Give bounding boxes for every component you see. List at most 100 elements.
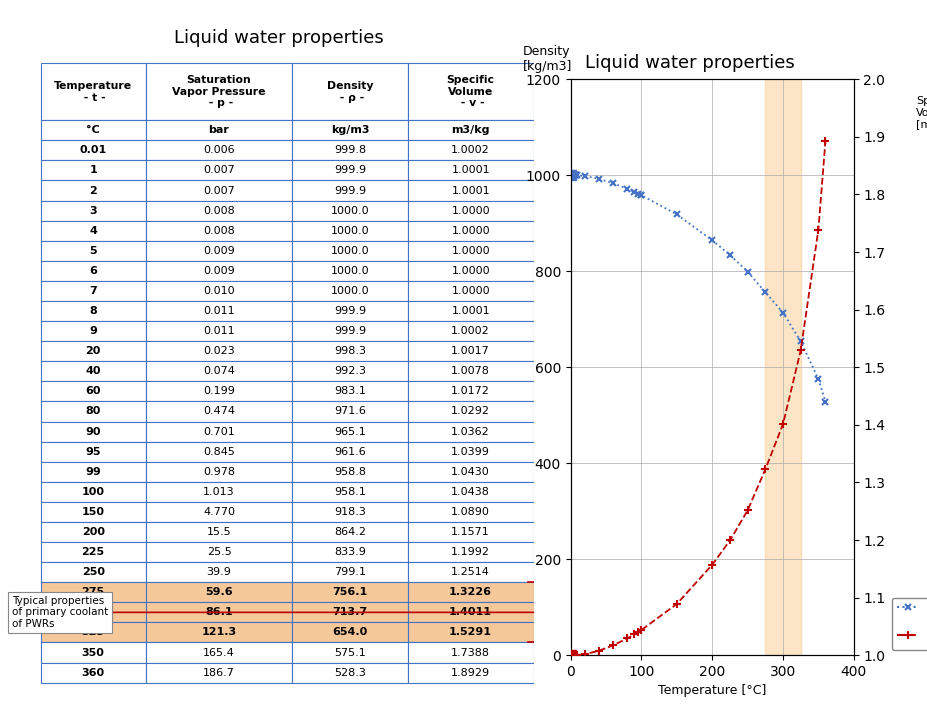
- Bar: [407, 662, 533, 683]
- Bar: [146, 63, 292, 120]
- Bar: [292, 482, 407, 502]
- Text: 0.011: 0.011: [203, 326, 235, 336]
- Bar: [41, 421, 146, 441]
- Text: 528.3: 528.3: [334, 667, 365, 678]
- Bar: [146, 140, 292, 161]
- Text: 958.1: 958.1: [334, 487, 365, 497]
- Text: 1.0000: 1.0000: [451, 266, 489, 276]
- Text: 1: 1: [89, 166, 97, 176]
- Text: 0.007: 0.007: [203, 186, 235, 196]
- Text: 0.023: 0.023: [203, 346, 235, 356]
- Bar: [292, 201, 407, 220]
- Text: 1.1571: 1.1571: [451, 527, 489, 537]
- Bar: [407, 522, 533, 542]
- Text: 6: 6: [89, 266, 97, 276]
- Text: 0.074: 0.074: [203, 366, 235, 377]
- Bar: [407, 421, 533, 441]
- Text: 1.7388: 1.7388: [451, 647, 489, 657]
- Text: 0.010: 0.010: [203, 286, 235, 296]
- Bar: [292, 441, 407, 462]
- Text: 999.9: 999.9: [334, 326, 366, 336]
- Bar: [292, 642, 407, 662]
- Text: 999.9: 999.9: [334, 306, 366, 316]
- Text: 999.8: 999.8: [334, 145, 366, 156]
- Text: 86.1: 86.1: [205, 608, 233, 617]
- Text: 575.1: 575.1: [334, 647, 365, 657]
- Text: 1.0017: 1.0017: [451, 346, 489, 356]
- Bar: [146, 181, 292, 201]
- Bar: [292, 321, 407, 341]
- Bar: [41, 361, 146, 382]
- Text: 3: 3: [89, 206, 97, 215]
- Bar: [292, 181, 407, 201]
- Text: 0.008: 0.008: [203, 225, 235, 235]
- Bar: [407, 361, 533, 382]
- Bar: [407, 462, 533, 482]
- Bar: [292, 341, 407, 361]
- Bar: [146, 642, 292, 662]
- Bar: [292, 421, 407, 441]
- Text: 1.0430: 1.0430: [451, 467, 489, 477]
- Bar: [407, 482, 533, 502]
- Bar: [146, 402, 292, 421]
- Bar: [41, 441, 146, 462]
- Text: 350: 350: [82, 647, 105, 657]
- Bar: [146, 603, 292, 622]
- Text: 992.3: 992.3: [334, 366, 365, 377]
- Text: Typical properties
of primary coolant
of PWRs: Typical properties of primary coolant of…: [12, 595, 108, 629]
- Text: 1000.0: 1000.0: [330, 266, 369, 276]
- Text: 1.0890: 1.0890: [451, 507, 489, 517]
- Text: 225: 225: [82, 547, 105, 557]
- Bar: [407, 341, 533, 361]
- Text: 8: 8: [89, 306, 97, 316]
- Text: 40: 40: [85, 366, 101, 377]
- Bar: [41, 642, 146, 662]
- Bar: [41, 161, 146, 181]
- Text: 1.8929: 1.8929: [451, 667, 489, 678]
- Bar: [41, 662, 146, 683]
- Bar: [407, 181, 533, 201]
- Bar: [146, 562, 292, 582]
- Legend: Density, Specific
Volume: Density, Specific Volume: [891, 598, 927, 649]
- Bar: [292, 662, 407, 683]
- Text: 965.1: 965.1: [334, 426, 365, 436]
- Bar: [146, 321, 292, 341]
- Bar: [407, 402, 533, 421]
- Bar: [407, 281, 533, 301]
- Text: 958.8: 958.8: [334, 467, 365, 477]
- Bar: [407, 140, 533, 161]
- Text: 0.008: 0.008: [203, 206, 235, 215]
- Text: 799.1: 799.1: [334, 567, 365, 577]
- Bar: [292, 140, 407, 161]
- Text: 4.770: 4.770: [203, 507, 235, 517]
- Bar: [292, 603, 407, 622]
- Text: 2: 2: [89, 186, 97, 196]
- Bar: [407, 201, 533, 220]
- Text: 1.3226: 1.3226: [449, 588, 491, 598]
- Text: 39.9: 39.9: [207, 567, 231, 577]
- Bar: [292, 161, 407, 181]
- Bar: [41, 240, 146, 261]
- Bar: [292, 622, 407, 642]
- Text: 0.199: 0.199: [203, 387, 235, 397]
- Bar: [292, 281, 407, 301]
- Text: 0.845: 0.845: [203, 446, 235, 456]
- Text: 325: 325: [82, 627, 105, 637]
- Bar: [292, 522, 407, 542]
- Bar: [146, 161, 292, 181]
- Bar: [41, 382, 146, 402]
- Bar: [146, 382, 292, 402]
- Bar: [407, 301, 533, 321]
- Bar: [146, 361, 292, 382]
- Text: 1.0000: 1.0000: [451, 246, 489, 256]
- Text: 0.978: 0.978: [203, 467, 235, 477]
- Text: 983.1: 983.1: [334, 387, 365, 397]
- Text: 0.701: 0.701: [203, 426, 235, 436]
- Bar: [41, 522, 146, 542]
- Text: 1.0362: 1.0362: [451, 426, 489, 436]
- Text: 59.6: 59.6: [205, 588, 233, 598]
- Bar: [146, 502, 292, 522]
- Text: 1000.0: 1000.0: [330, 206, 369, 215]
- Text: 1.0002: 1.0002: [451, 145, 489, 156]
- Bar: [146, 220, 292, 240]
